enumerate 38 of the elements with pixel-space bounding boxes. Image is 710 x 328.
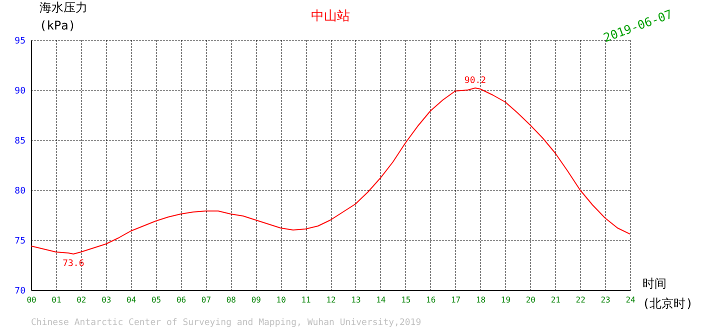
x-tick-label: 06 bbox=[176, 296, 186, 304]
x-tick-label: 11 bbox=[301, 296, 312, 304]
x-tick-label: 10 bbox=[276, 296, 286, 304]
x-tick-label: 15 bbox=[401, 296, 411, 304]
x-tick-label: 04 bbox=[126, 296, 136, 304]
y-axis-title: 海水压力 (kPa) bbox=[40, 0, 88, 32]
x-tick-label: 18 bbox=[476, 296, 486, 304]
x-axis-title: 时间 (北京时) bbox=[642, 276, 693, 310]
y-tick-label: 75 bbox=[14, 236, 26, 246]
x-tick-label: 00 bbox=[26, 296, 36, 304]
text: Chinese Antarctic Center of Surveying and Mapping, Wuhan University,2019 bbox=[31, 318, 422, 328]
x-tick-label: 24 bbox=[626, 296, 636, 304]
y-tick-label: 80 bbox=[14, 186, 26, 196]
y-tick-label: 85 bbox=[14, 136, 26, 146]
x-tick-label: 09 bbox=[251, 296, 262, 304]
x-tick-label: 19 bbox=[500, 296, 511, 304]
y-tick-label: 70 bbox=[14, 286, 26, 296]
x-tick-label: 02 bbox=[76, 296, 86, 304]
x-tick-label: 12 bbox=[326, 296, 336, 304]
annotation: 90.2 bbox=[464, 76, 486, 86]
chart-title: 中山站 bbox=[311, 9, 350, 24]
x-tick-label: 05 bbox=[151, 296, 162, 304]
x-tick-label: 16 bbox=[426, 296, 436, 304]
y-tick-label: 90 bbox=[14, 86, 26, 96]
line-series bbox=[31, 88, 630, 254]
x-tick-label: 13 bbox=[351, 296, 361, 304]
x-tick-label: 07 bbox=[201, 296, 212, 304]
x-tick-label: 14 bbox=[376, 296, 386, 304]
x-tick-label: 17 bbox=[450, 296, 461, 304]
y-tick-label: 95 bbox=[14, 36, 26, 46]
x-tick-label: 23 bbox=[600, 296, 611, 304]
x-tick-label: 21 bbox=[550, 296, 561, 304]
x-tick-label: 22 bbox=[576, 296, 586, 304]
x-tick-label: 20 bbox=[526, 296, 536, 304]
x-tick-label: 03 bbox=[102, 296, 112, 304]
x-tick-label: 08 bbox=[226, 296, 236, 304]
annotation: 73.6 bbox=[62, 259, 84, 269]
x-tick-label: 01 bbox=[52, 296, 62, 304]
